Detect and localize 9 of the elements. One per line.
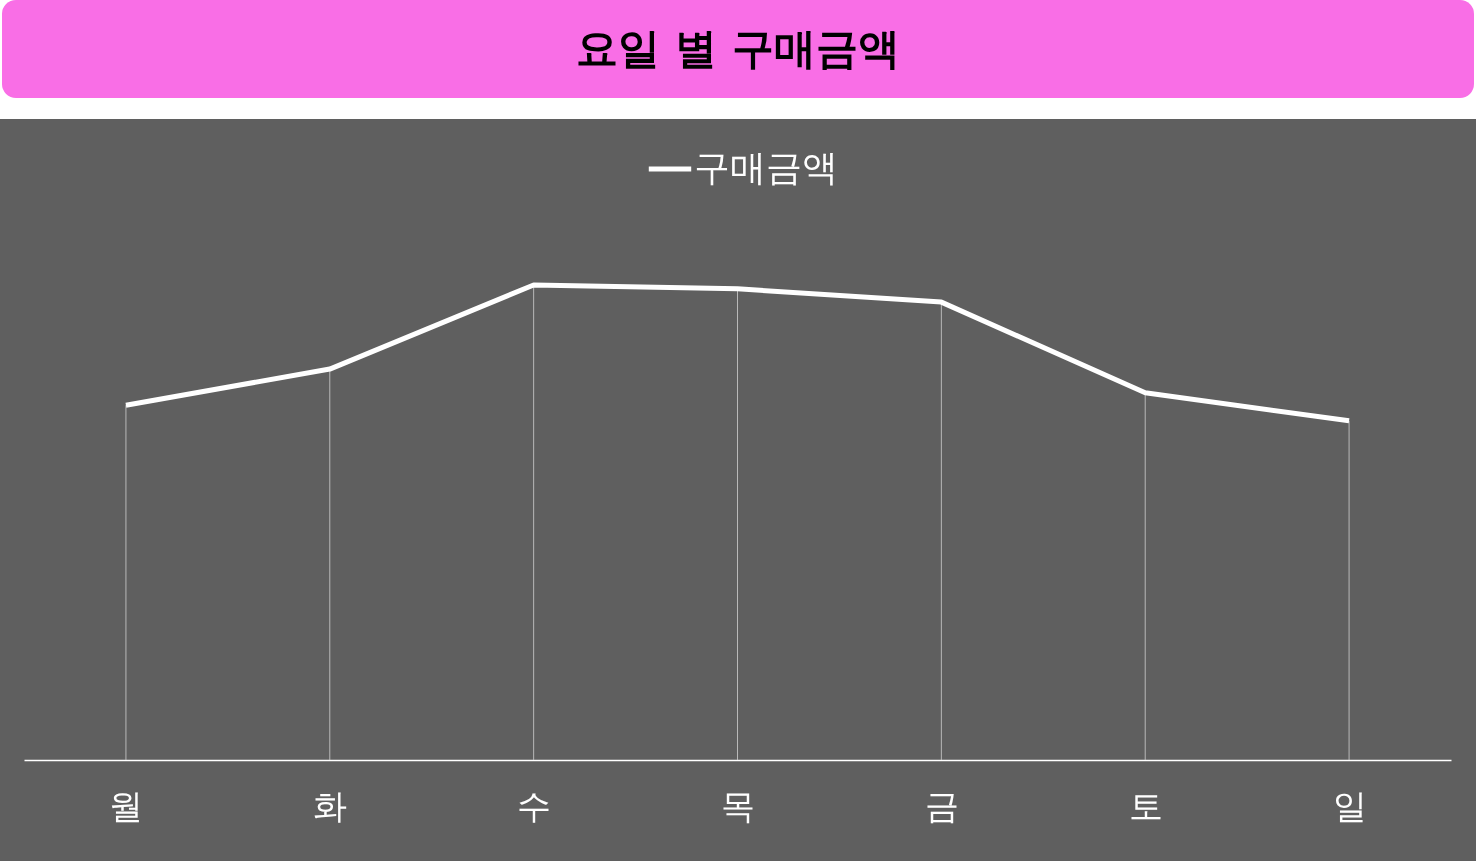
x-tick-label: 월 <box>109 785 144 826</box>
x-tick-label: 수 <box>517 785 552 826</box>
x-tick-label: 토 <box>1128 785 1163 826</box>
x-tick-label: 금 <box>924 785 959 826</box>
x-tick-label: 일 <box>1332 785 1367 826</box>
legend-label: 구매금액 <box>694 147 838 188</box>
x-tick-label: 목 <box>721 785 755 826</box>
chart-title: 요일 별 구매금액 <box>2 0 1474 98</box>
x-tick-label: 화 <box>313 785 348 826</box>
